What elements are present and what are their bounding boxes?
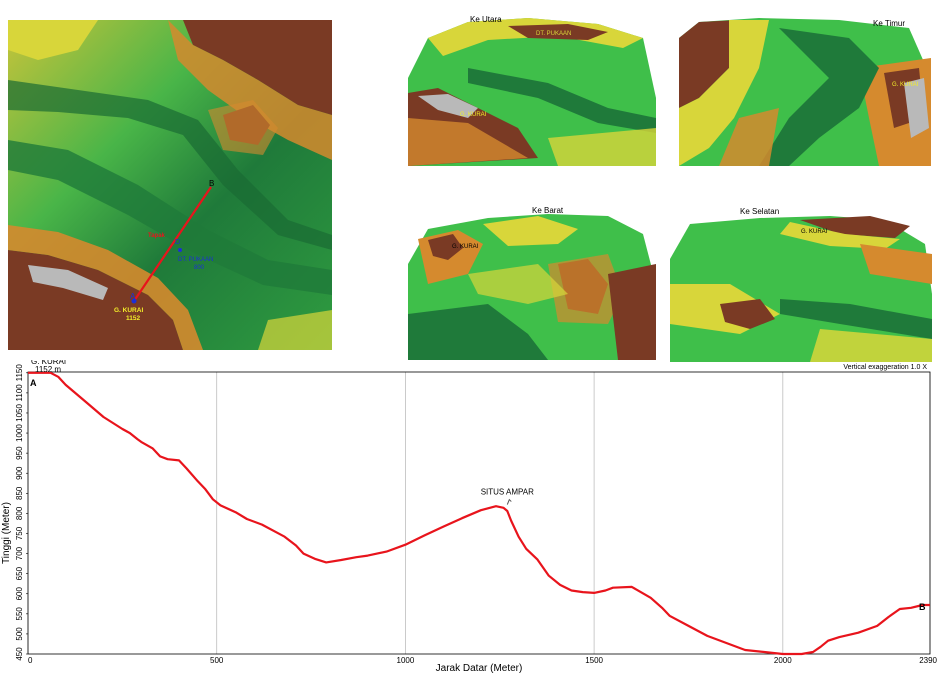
- y-tick-label: 1000: [15, 424, 24, 442]
- view-east: Ke Timur G. KURAI: [679, 8, 931, 166]
- y-tick-label: 700: [15, 546, 24, 560]
- view-north-label-1: DT. PUKAAN: [536, 31, 571, 37]
- elevation-profile-chart: 450 500 550 600 650 700 750 800 850 900 950 1000 105…: [1, 360, 937, 674]
- profile-series-line: [28, 371, 930, 656]
- y-axis-label: Tinggi (Meter): [1, 502, 12, 564]
- y-tick-label: 1100: [15, 384, 24, 402]
- peak-annotation: G. KURAI: [31, 360, 66, 366]
- point-a-label: A: [130, 292, 136, 301]
- plan-map: A B D Tapak G. KURAI 1152 DT. PUKAAN 800: [8, 20, 332, 350]
- point-b-label: B: [209, 179, 214, 188]
- view-west-label-1: G. KURAI: [452, 244, 479, 250]
- site-marker: [178, 248, 182, 252]
- y-tick-label: 900: [15, 466, 24, 480]
- y-tick-label: 1050: [15, 404, 24, 422]
- y-tick-label: 800: [15, 506, 24, 520]
- y-tick-label: 500: [15, 627, 24, 641]
- view-south-title: Ke Selatan: [740, 207, 779, 216]
- point-d-label: D: [175, 239, 180, 246]
- view-north-title: Ke Utara: [470, 15, 502, 24]
- view-north: Ke Utara DT. PUKAAN G. KURAI: [408, 8, 656, 166]
- grid: [27, 372, 931, 654]
- view-south-label-1: G. KURAI: [801, 229, 828, 235]
- view-east-title: Ke Timur: [873, 19, 905, 28]
- site-annotation: SITUS AMPAR: [481, 488, 534, 497]
- peak-name-label: G. KURAI: [114, 307, 143, 314]
- x-tick-label: 1500: [585, 656, 603, 665]
- peak-elev-label: 1152: [126, 315, 140, 322]
- end-point-label: B: [919, 602, 926, 612]
- profile-line: [133, 186, 212, 302]
- view-east-label-1: G. KURAI: [892, 82, 919, 88]
- y-tick-label: 850: [15, 486, 24, 500]
- view-north-label-2: G. KURAI: [460, 112, 487, 118]
- point-a-marker: [131, 298, 137, 304]
- y-tick-label: 600: [15, 587, 24, 601]
- x-tick-label: 2000: [774, 656, 792, 665]
- exaggeration-note: Vertical exaggeration 1.0 X: [843, 364, 927, 371]
- y-tick-label: 1150: [15, 364, 24, 382]
- site-elev-label: 800: [194, 265, 205, 271]
- view-south: Ke Selatan G. KURAI: [670, 204, 932, 362]
- y-tick-label: 650: [15, 566, 24, 580]
- y-tick-label: 450: [15, 647, 24, 661]
- start-point-label: A: [30, 378, 37, 388]
- view-west-title: Ke Barat: [532, 206, 564, 215]
- view-west: Ke Barat G. KURAI: [408, 204, 656, 360]
- line-label: Tapak: [148, 233, 166, 239]
- y-tick-labels: 450 500 550 600 650 700 750 800 850 900 950 1000 105…: [15, 364, 28, 661]
- site-marker-icon: [506, 498, 512, 505]
- peak-annotation: 1152 m: [35, 365, 61, 374]
- y-tick-label: 750: [15, 526, 24, 540]
- x-tick-label: 2390: [919, 656, 937, 665]
- site-name-label: DT. PUKAAN: [178, 257, 213, 263]
- x-tick-label: 500: [210, 656, 224, 665]
- y-tick-label: 550: [15, 607, 24, 621]
- y-tick-label: 950: [15, 446, 24, 460]
- x-axis-label: Jarak Datar (Meter): [436, 663, 523, 674]
- x-tick-labels: 0 500 1000 1500 2000 2390: [28, 656, 937, 665]
- x-tick-label: 1000: [397, 656, 415, 665]
- x-tick-label: 0: [28, 656, 33, 665]
- plot-frame: [27, 371, 931, 655]
